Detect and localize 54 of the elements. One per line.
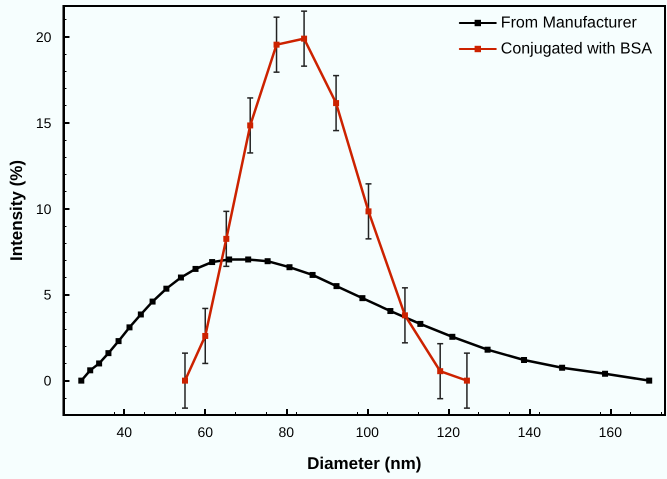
point — [87, 367, 94, 374]
point — [301, 36, 308, 42]
point — [274, 42, 280, 48]
x-tick-label: 60 — [197, 424, 214, 440]
x-tick-label: 100 — [356, 424, 380, 440]
x-tick-label: 40 — [116, 424, 132, 440]
point — [192, 266, 199, 272]
point — [646, 378, 652, 384]
point — [247, 122, 254, 128]
point — [202, 332, 208, 339]
point — [264, 258, 271, 264]
point — [464, 378, 470, 384]
x-tick-label: 160 — [598, 424, 622, 440]
x-tick-label: 120 — [436, 424, 460, 440]
point — [521, 357, 528, 364]
point — [417, 320, 424, 327]
y-tick-label: 20 — [36, 28, 52, 45]
point — [449, 334, 456, 340]
y-tick-label: 10 — [36, 200, 52, 217]
point — [96, 360, 102, 366]
point — [78, 378, 84, 384]
point — [310, 272, 316, 278]
point — [178, 274, 184, 281]
point — [437, 368, 444, 374]
point — [209, 259, 216, 266]
point — [105, 350, 112, 356]
point — [333, 283, 340, 290]
y-tick-label: 15 — [36, 114, 52, 131]
legend-label: Conjugated with BSA — [500, 40, 652, 58]
point — [359, 295, 366, 302]
point — [223, 236, 230, 242]
point — [182, 378, 188, 384]
point — [150, 298, 156, 305]
point — [126, 324, 132, 330]
y-tick-label: 5 — [44, 286, 52, 303]
point — [163, 286, 170, 292]
point — [138, 311, 144, 318]
point — [286, 264, 292, 270]
y-tick-label: 0 — [44, 372, 52, 389]
point — [559, 364, 566, 371]
point — [365, 208, 372, 214]
point — [602, 370, 608, 377]
legend-label: From Manufacturer — [500, 14, 638, 32]
point — [484, 346, 491, 353]
point — [333, 100, 340, 106]
point — [226, 256, 232, 262]
y-axis-title: Intensity (%) — [7, 160, 26, 262]
point — [387, 308, 394, 314]
point — [116, 338, 122, 344]
x-tick-label: 80 — [278, 424, 294, 440]
x-tick-label: 140 — [518, 424, 542, 440]
x-axis-title: Diameter (nm) — [307, 454, 422, 473]
point — [402, 312, 408, 318]
point — [245, 256, 252, 262]
